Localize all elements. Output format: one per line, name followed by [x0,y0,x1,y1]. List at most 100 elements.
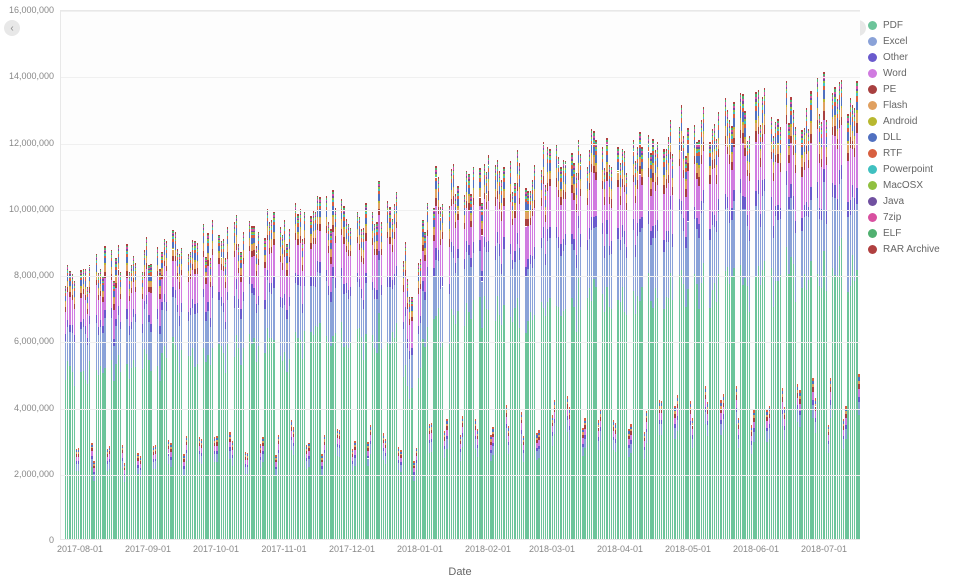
bar[interactable] [536,433,537,539]
bar[interactable] [146,237,147,539]
bar[interactable] [479,168,480,539]
bar[interactable] [514,183,515,539]
bar[interactable] [552,415,553,539]
bar[interactable] [394,204,395,539]
bar[interactable] [161,252,162,539]
bar[interactable] [644,432,645,539]
bar[interactable] [326,196,327,539]
bar[interactable] [354,441,355,539]
bar[interactable] [709,142,710,539]
bar[interactable] [677,395,678,539]
bar[interactable] [337,428,338,539]
bar[interactable] [350,228,351,539]
bar[interactable] [111,250,112,539]
bar[interactable] [251,226,252,539]
bar[interactable] [527,191,528,539]
bar[interactable] [451,169,452,539]
bar[interactable] [850,98,851,539]
bar[interactable] [258,232,259,539]
bar[interactable] [622,149,623,539]
bar[interactable] [93,461,94,539]
bar[interactable] [378,181,379,539]
bar[interactable] [229,432,230,539]
bar[interactable] [267,209,268,539]
bar[interactable] [332,190,333,539]
bar[interactable] [234,222,235,539]
bar[interactable] [747,141,748,539]
bar[interactable] [308,443,309,539]
bar[interactable] [131,265,132,539]
bar[interactable] [113,281,114,539]
bar[interactable] [260,444,261,539]
bar[interactable] [348,224,349,539]
bar[interactable] [310,216,311,539]
bar[interactable] [416,448,417,539]
bar[interactable] [786,81,787,539]
bar[interactable] [701,120,702,539]
bar[interactable] [481,203,482,539]
bar[interactable] [199,437,200,539]
bar[interactable] [497,160,498,539]
bar[interactable] [201,439,202,539]
bar[interactable] [400,450,401,539]
bar[interactable] [490,435,491,539]
bar[interactable] [315,212,316,539]
bar[interactable] [214,437,215,539]
bar[interactable] [484,164,485,539]
bar[interactable] [764,88,765,539]
bar[interactable] [148,265,149,539]
bar[interactable] [440,207,441,539]
bar[interactable] [720,400,721,539]
bar[interactable] [826,120,827,539]
bar[interactable] [598,420,599,539]
bar[interactable] [499,171,500,539]
bar[interactable] [212,220,213,539]
bar[interactable] [525,188,526,539]
bar[interactable] [690,401,691,539]
legend-item[interactable]: Flash [868,98,968,112]
bar[interactable] [749,136,750,539]
bar[interactable] [609,165,610,539]
bar[interactable] [508,426,509,539]
bar[interactable] [530,191,531,539]
bar[interactable] [78,448,79,539]
bar[interactable] [731,126,732,539]
bar[interactable] [300,209,301,539]
bar[interactable] [438,177,439,539]
legend-item[interactable]: ELF [868,226,968,240]
bar[interactable] [815,398,816,539]
legend-item[interactable]: Android [868,114,968,128]
bar[interactable] [335,208,336,539]
bar[interactable] [788,123,789,539]
bar[interactable] [98,273,99,539]
bar[interactable] [567,396,568,539]
bar[interactable] [584,418,585,539]
bar[interactable] [804,128,805,539]
bar[interactable] [87,287,88,539]
bar[interactable] [278,435,279,539]
bar[interactable] [409,297,410,539]
bar[interactable] [346,219,347,539]
bar[interactable] [205,257,206,539]
bar[interactable] [100,269,101,539]
legend-item[interactable]: PDF [868,18,968,32]
bar[interactable] [107,449,108,539]
bar[interactable] [374,224,375,539]
bar[interactable] [150,264,151,539]
bar[interactable] [179,254,180,539]
bar[interactable] [801,130,802,539]
bar[interactable] [628,429,629,539]
bar[interactable] [503,167,504,539]
bar[interactable] [291,420,292,539]
bar[interactable] [679,127,680,539]
bar[interactable] [253,226,254,539]
bar[interactable] [181,248,182,539]
bar[interactable] [155,445,156,539]
bar[interactable] [129,272,130,539]
bar[interactable] [247,453,248,539]
bar[interactable] [506,405,507,539]
bar[interactable] [453,164,454,539]
bar[interactable] [460,435,461,539]
bar[interactable] [725,98,726,539]
bar[interactable] [663,149,664,539]
